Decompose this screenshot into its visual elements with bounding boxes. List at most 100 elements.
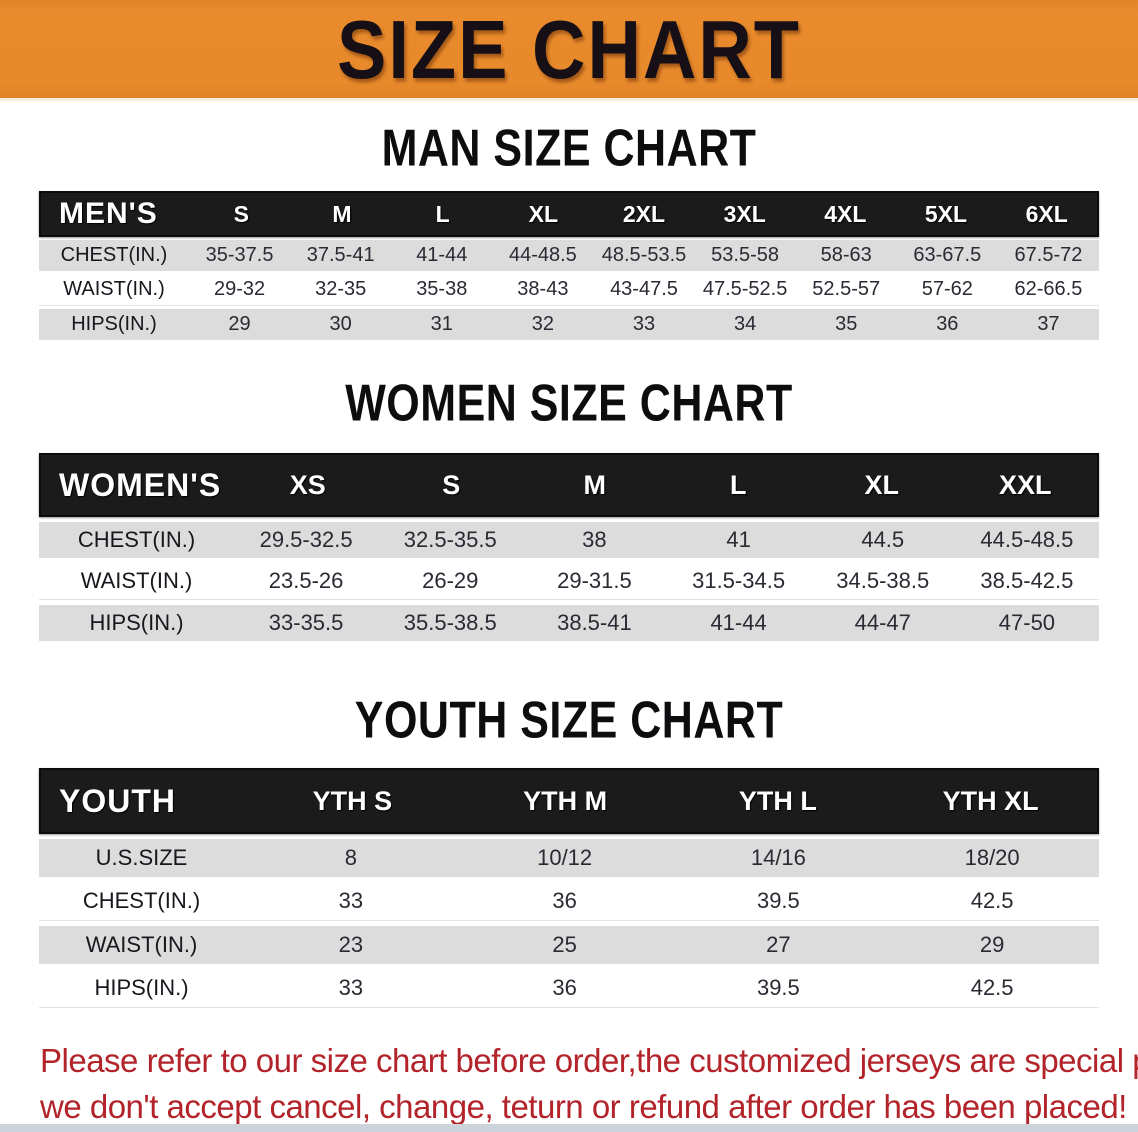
- table-cell: L: [435, 200, 450, 227]
- table-cell: 10/12: [537, 845, 593, 870]
- table-cell: 34.5-38.5: [836, 568, 930, 593]
- youth-chest-row: CHEST(IN.) 33 36 39.5 42.5: [39, 882, 1099, 921]
- men-table-header-label: MEN'S: [59, 197, 158, 230]
- table-cell: L: [730, 469, 747, 500]
- table-cell: 37: [1037, 313, 1060, 335]
- table-cell: 36: [552, 888, 577, 913]
- women-hips-row-label: HIPS(IN.): [89, 610, 184, 635]
- table-cell: 23.5-26: [268, 568, 344, 593]
- table-cell: 14/16: [750, 845, 806, 870]
- table-cell: YTH L: [738, 785, 817, 816]
- women-waist-row: WAIST(IN.) 23.5-26 26-29 29-31.5 31.5-34.5 3…: [39, 563, 1099, 600]
- men-waist-row: WAIST(IN.) 29-32 32-35 35-38 38-43 43-47.5 47…: [39, 274, 1099, 306]
- table-cell: XL: [864, 469, 899, 500]
- table-cell: 39.5: [756, 888, 800, 913]
- table-cell: 30: [329, 313, 352, 335]
- women-table-header-label: WOMEN'S: [59, 466, 222, 503]
- table-cell: 47.5-52.5: [702, 278, 788, 300]
- men-section-title-text: MAN SIZE CHART: [381, 120, 757, 178]
- table-cell: 44.5-48.5: [980, 527, 1074, 552]
- men-waist-row-label: WAIST(IN.): [63, 278, 165, 300]
- banner-title: SIZE CHART: [337, 2, 801, 96]
- youth-table-header-label: YOUTH: [59, 782, 176, 819]
- table-cell: 35: [835, 313, 858, 335]
- table-cell: 33-35.5: [268, 610, 344, 635]
- table-cell: 33: [338, 888, 364, 913]
- table-cell: 39.5: [756, 975, 800, 1000]
- disclaimer-note: Please refer to our size chart before or…: [40, 1038, 1138, 1129]
- table-cell: 43-47.5: [610, 278, 678, 300]
- table-cell: 3XL: [723, 200, 766, 227]
- table-cell: M: [583, 469, 607, 500]
- table-cell: 29: [979, 932, 1005, 957]
- table-cell: 23: [338, 932, 364, 957]
- table-cell: 32.5-35.5: [403, 527, 497, 552]
- table-cell: S: [442, 469, 461, 500]
- table-cell: 8: [344, 845, 357, 870]
- table-cell: 44-47: [854, 610, 911, 635]
- table-cell: M: [332, 200, 352, 227]
- men-table-header-row: MEN'S S M L XL 2XL 3XL 4XL 5XL 6XL: [39, 191, 1099, 237]
- table-cell: 47-50: [998, 610, 1056, 635]
- table-cell: 44-48.5: [508, 244, 577, 266]
- table-cell: 41: [726, 527, 751, 552]
- men-section: MAN SIZE CHART MEN'S S M L XL 2XL 3XL 4XL 5XL 6X…: [0, 120, 1138, 340]
- table-cell: S: [233, 200, 249, 227]
- men-hips-row-label: HIPS(IN.): [71, 313, 157, 335]
- table-cell: 38.5-41: [557, 610, 632, 635]
- women-section: WOMEN SIZE CHART WOMEN'S XS S M L XL XXL CHES…: [0, 375, 1138, 641]
- size-chart-banner: SIZE CHART: [0, 0, 1138, 101]
- men-hips-row: HIPS(IN.) 29 30 31 32 33 34 35 36 37: [39, 309, 1099, 340]
- table-cell: 63-67.5: [913, 244, 982, 266]
- women-chest-row: CHEST(IN.) 29.5-32.5 32.5-35.5 38 41 44.5 44.…: [39, 522, 1099, 558]
- table-cell: 4XL: [824, 200, 867, 227]
- women-chest-row-label: CHEST(IN.): [77, 527, 196, 552]
- table-cell: 62-66.5: [1014, 278, 1083, 300]
- youth-table-header-row: YOUTH YTH S YTH M YTH L YTH XL: [39, 768, 1099, 834]
- table-cell: 57-62: [921, 278, 973, 300]
- table-cell: 35-37.5: [205, 244, 274, 266]
- table-cell: 29: [228, 313, 251, 335]
- table-cell: 38-43: [517, 278, 569, 300]
- men-size-table: MEN'S S M L XL 2XL 3XL 4XL 5XL 6XL CHEST(IN.) 35…: [39, 191, 1099, 340]
- women-section-title-text: WOMEN SIZE CHART: [345, 375, 793, 433]
- youth-ussize-row: U.S.SIZE 8 10/12 14/16 18/20: [39, 839, 1099, 877]
- table-cell: 44.5: [861, 527, 905, 552]
- youth-hips-row: HIPS(IN.) 33 36 39.5 42.5: [39, 969, 1099, 1008]
- table-cell: 42.5: [970, 975, 1014, 1000]
- bottom-strip: [0, 1124, 1138, 1132]
- table-cell: 58-63: [820, 244, 872, 266]
- table-cell: 41-44: [416, 244, 468, 266]
- table-cell: 67.5-72: [1014, 244, 1083, 266]
- table-cell: 2XL: [622, 200, 666, 227]
- table-cell: XL: [528, 200, 559, 227]
- table-cell: 25: [552, 932, 577, 957]
- table-cell: 18/20: [964, 845, 1020, 870]
- youth-section-title-text: YOUTH SIZE CHART: [354, 692, 784, 750]
- youth-section-title: YOUTH SIZE CHART: [0, 692, 1138, 750]
- table-cell: 38.5-42.5: [980, 568, 1074, 593]
- table-cell: 29.5-32.5: [259, 527, 353, 552]
- table-cell: 32: [531, 313, 554, 335]
- youth-waist-row-label: WAIST(IN.): [85, 932, 198, 957]
- table-cell: 27: [766, 932, 791, 957]
- table-cell: XS: [289, 469, 326, 500]
- women-waist-row-label: WAIST(IN.): [80, 568, 193, 593]
- table-cell: 33: [632, 313, 656, 335]
- table-cell: XXL: [998, 469, 1052, 500]
- disclaimer-line-1: Please refer to our size chart before or…: [40, 1042, 1138, 1079]
- youth-section: YOUTH SIZE CHART YOUTH YTH S YTH M YTH L YT…: [0, 692, 1138, 1008]
- table-cell: 42.5: [970, 888, 1014, 913]
- men-chest-row: CHEST(IN.) 35-37.5 37.5-41 41-44 44-48.5 48.…: [39, 240, 1099, 271]
- table-cell: 41-44: [710, 610, 767, 635]
- youth-chest-row-label: CHEST(IN.): [82, 888, 201, 913]
- table-cell: YTH XL: [942, 785, 1039, 816]
- table-cell: 35.5-38.5: [403, 610, 497, 635]
- table-cell: 48.5-53.5: [601, 244, 687, 266]
- disclaimer-line-2: we don't accept cancel, change, teturn o…: [40, 1087, 1127, 1125]
- youth-waist-row: WAIST(IN.) 23 25 27 29: [39, 926, 1099, 964]
- table-cell: 52.5-57: [812, 278, 881, 300]
- youth-size-table: YOUTH YTH S YTH M YTH L YTH XL U.S.SIZE 8 10…: [39, 768, 1099, 1008]
- youth-hips-row-label: HIPS(IN.): [94, 975, 189, 1000]
- youth-ussize-row-label: U.S.SIZE: [95, 845, 188, 870]
